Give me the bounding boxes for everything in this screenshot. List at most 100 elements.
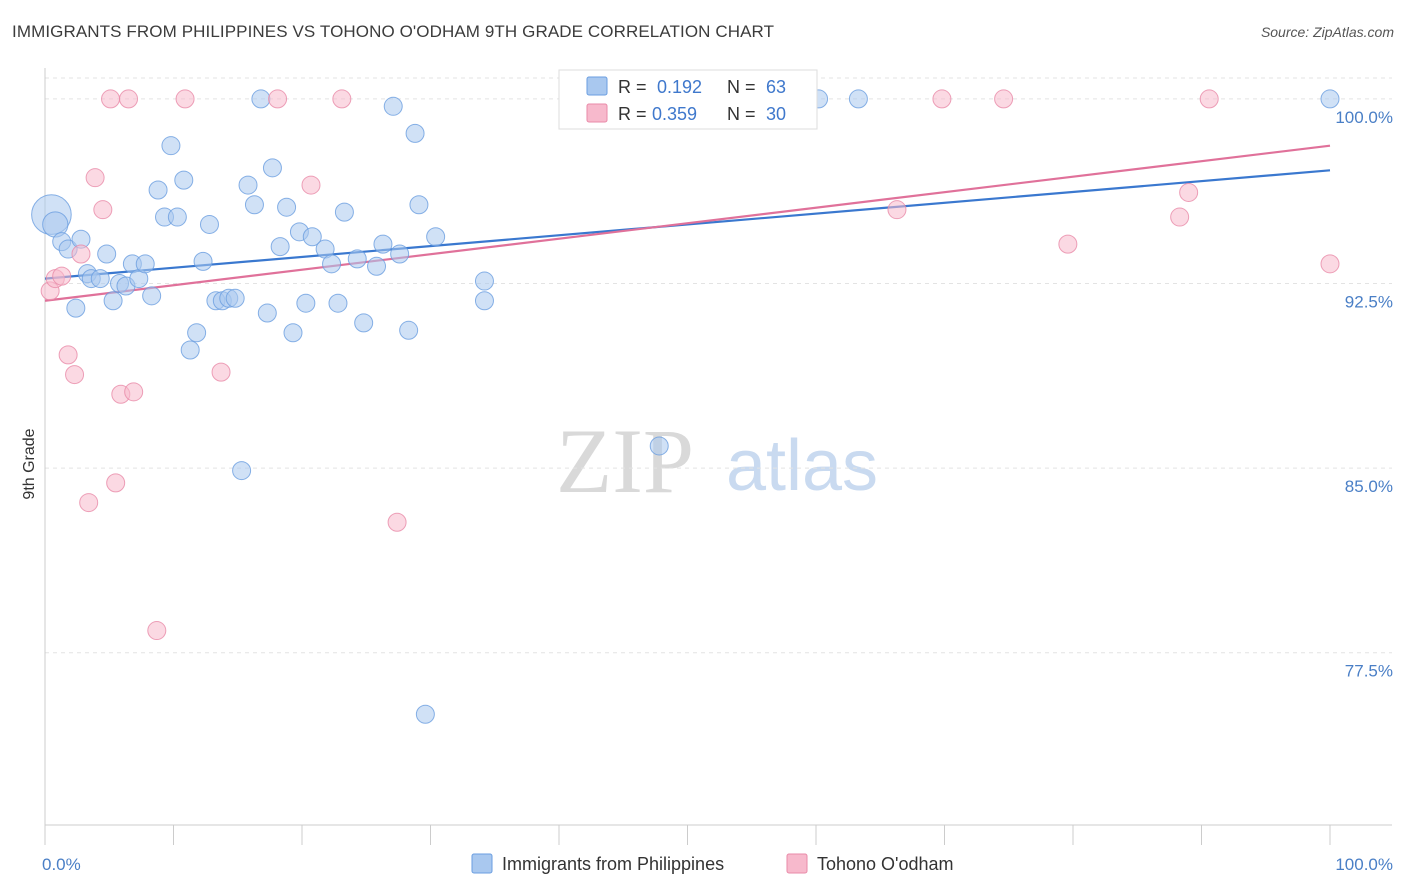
source-label: Source: ZipAtlas.com [1260,24,1394,40]
stats-legend: R = 0.192 N = 63 R = 0.359 N = 30 [558,69,818,130]
point-philippines [187,323,207,343]
point-tohono [65,365,85,385]
point-philippines [238,175,258,195]
trend-line-philippines [44,169,1331,280]
point-philippines [322,254,342,274]
legend-n-value-1: 63 [766,77,786,97]
x-tick-label-start: 0.0% [42,855,81,874]
point-tohono [887,200,907,220]
point-philippines [167,207,187,227]
point-philippines [277,197,297,217]
chart-title: IMMIGRANTS FROM PHILIPPINES VS TOHONO O'… [12,22,775,41]
point-tohono [106,473,126,493]
point-philippines [270,237,290,257]
point-tohono [119,89,139,109]
bottom-legend-philippines: Immigrants from Philippines [502,854,724,874]
legend-n-label-2: N = [727,104,756,124]
point-tohono [147,621,167,641]
data-points [31,89,1340,724]
point-tohono [79,493,99,513]
point-philippines [174,170,194,190]
bottom-swatch-tohono [786,853,808,874]
legend-r-label-1: R = [618,77,647,97]
point-philippines [148,180,168,200]
legend-n-value-2: 30 [766,104,786,124]
point-tohono [175,89,195,109]
watermark-zip: ZIP [556,410,694,512]
point-philippines [161,136,181,156]
x-tick-label-end: 100.0% [1335,855,1393,874]
gridlines [45,77,1392,654]
point-philippines [1320,89,1340,109]
point-philippines [415,704,435,724]
bottom-legend-tohono: Tohono O'odham [817,854,954,874]
legend-r-value-1: 0.192 [657,77,702,97]
point-tohono [387,512,407,532]
point-tohono [1179,182,1199,202]
point-philippines [848,89,868,109]
point-philippines [328,293,348,313]
point-philippines [649,436,669,456]
point-philippines [383,96,403,116]
point-philippines [405,123,425,143]
bottom-swatch-philippines [471,853,493,874]
point-philippines [199,214,219,234]
point-philippines [347,249,367,269]
point-tohono [211,362,231,382]
trend-line-tohono [44,144,1331,302]
point-tohono [994,89,1014,109]
point-philippines [334,202,354,222]
series-legend: Immigrants from Philippines Tohono O'odh… [471,853,954,874]
point-tohono [332,89,352,109]
point-tohono [124,382,144,402]
legend-swatch-tohono [586,103,608,123]
point-philippines [373,234,393,254]
point-philippines [135,254,155,274]
point-philippines [251,89,271,109]
point-philippines [283,323,303,343]
point-tohono [58,345,78,365]
point-philippines [390,244,410,264]
y-tick-label: 100.0% [1335,108,1393,127]
point-philippines [257,303,277,323]
point-philippines [66,298,86,318]
point-tohono [93,200,113,220]
point-philippines [90,269,110,289]
point-philippines [97,244,117,264]
point-tohono [71,244,91,264]
watermark-atlas: atlas [726,426,878,506]
y-tick-label: 92.5% [1345,293,1393,312]
point-philippines [262,158,282,178]
point-philippines [399,320,419,340]
point-tohono [268,89,288,109]
point-philippines [409,195,429,215]
y-tick-label: 85.0% [1345,477,1393,496]
point-philippines [354,313,374,333]
legend-r-label-2: R = [618,104,647,124]
point-philippines [302,227,322,247]
trend-lines [44,144,1331,302]
point-philippines [296,293,316,313]
point-philippines [474,291,494,311]
point-tohono [101,89,121,109]
point-tohono [85,168,105,188]
point-philippines [180,340,200,360]
y-tick-label: 77.5% [1345,662,1393,681]
point-philippines [426,227,446,247]
point-philippines [474,271,494,291]
point-tohono [1170,207,1190,227]
point-tohono [932,89,952,109]
point-philippines [142,286,162,306]
axes: 77.5% 85.0% 92.5% 100.0% 0.0% 100.0% [42,68,1393,874]
legend-r-value-2: 0.359 [652,104,697,124]
point-tohono [52,266,72,286]
point-philippines [225,288,245,308]
point-tohono [1320,254,1340,274]
point-philippines [103,291,123,311]
legend-n-label-1: N = [727,77,756,97]
point-tohono [1058,234,1078,254]
point-tohono [301,175,321,195]
point-philippines [232,461,252,481]
point-tohono [1199,89,1219,109]
